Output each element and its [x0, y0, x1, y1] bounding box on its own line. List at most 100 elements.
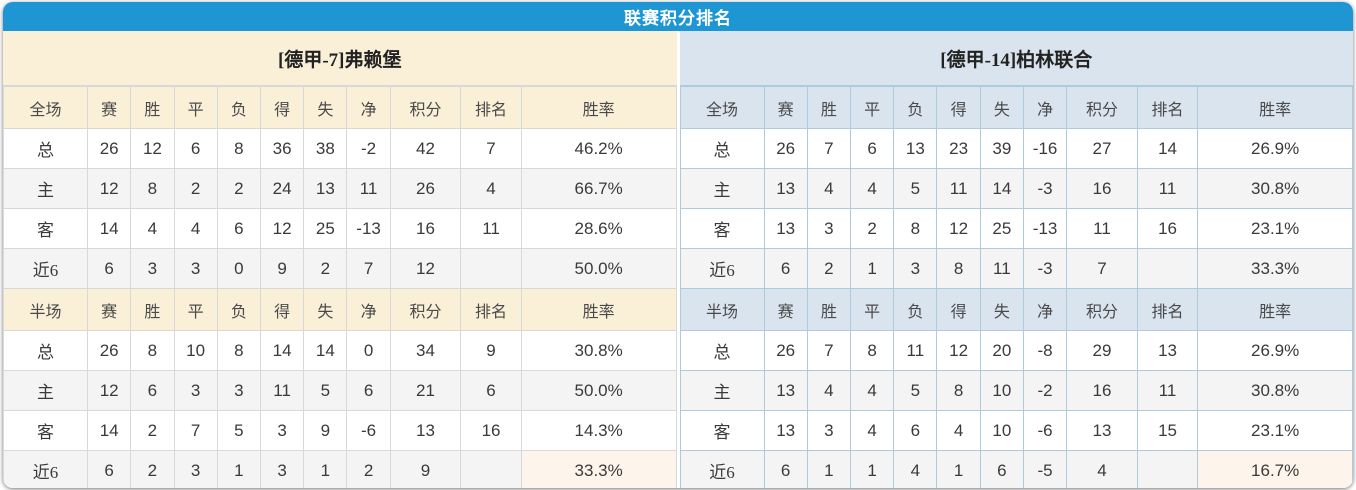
- team-panels: [德甲-7]弗赖堡 全场赛胜平负得失净积分 排名 胜率总 26 12 6 8 36 38 -2 42…: [3, 31, 1353, 488]
- stat-cell: 26: [763, 128, 808, 169]
- stat-cell: 4: [850, 370, 895, 411]
- column-header: 负: [216, 288, 261, 331]
- header-row-full: 全场赛胜平负得失净积分 排名 胜率: [3, 86, 677, 129]
- stat-cell: 11: [979, 248, 1024, 289]
- points-cell: 16: [1066, 370, 1138, 411]
- stat-cell: 5: [893, 168, 938, 209]
- win-rate-cell: 50.0%: [520, 248, 677, 289]
- win-rate-cell: 46.2%: [520, 128, 677, 169]
- stat-cell: 8: [130, 330, 175, 371]
- column-header: 赛: [87, 288, 132, 331]
- win-rate-cell: 26.9%: [1197, 128, 1353, 169]
- row-label-away: 客: [679, 208, 765, 249]
- column-header: 得: [259, 288, 305, 331]
- stat-cell: 8: [936, 248, 981, 289]
- stat-cell: 20: [979, 330, 1024, 371]
- stat-cell: 14: [87, 208, 132, 249]
- rank-cell: 16: [460, 410, 522, 451]
- stat-cell: 14: [259, 330, 305, 371]
- stat-cell: 1: [303, 450, 348, 488]
- win-rate-cell: 66.7%: [520, 168, 677, 209]
- stat-cell: 13: [303, 168, 348, 209]
- stat-cell: 14: [303, 330, 348, 371]
- column-header: 失: [979, 288, 1024, 331]
- stat-cell: 14: [979, 168, 1024, 209]
- stat-cell: 6: [173, 128, 218, 169]
- stat-cell: 1: [806, 450, 852, 488]
- stat-cell: 12: [87, 168, 132, 209]
- column-header: 平: [850, 86, 895, 129]
- stat-cell: -13: [346, 208, 391, 249]
- stat-cell: 9: [259, 248, 305, 289]
- stat-cell: -5: [1022, 450, 1068, 488]
- row-label-away: 客: [3, 208, 89, 249]
- column-header: 赛: [87, 86, 132, 129]
- stat-cell: 6: [979, 450, 1024, 488]
- column-header: 净: [346, 86, 391, 129]
- row-label-total: 总: [3, 330, 89, 371]
- row-label-total: 总: [679, 128, 765, 169]
- stat-cell: 4: [850, 168, 895, 209]
- stat-cell: 25: [303, 208, 348, 249]
- column-header: 净: [1022, 86, 1068, 129]
- row-label-total: 总: [679, 330, 765, 371]
- stats-table-left: 全场赛胜平负得失净积分 排名 胜率总 26 12 6 8 36 38 -2 42 7 46.2% 主 12 8…: [3, 86, 677, 488]
- stat-cell: 8: [130, 168, 175, 209]
- stat-cell: -8: [1022, 330, 1068, 371]
- stat-cell: 4: [850, 410, 895, 451]
- stat-cell: 23: [936, 128, 981, 169]
- stat-cell: 3: [216, 370, 261, 411]
- points-cell: 42: [389, 128, 462, 169]
- team-panel-right: [德甲-14]柏林联合 全场赛胜平负得失净积分 排名 胜率总 26 7 6 13 23 39 -1…: [679, 31, 1354, 488]
- stat-cell: 4: [806, 370, 852, 411]
- win-rate-cell: 30.8%: [520, 330, 677, 371]
- stat-cell: 3: [130, 248, 175, 289]
- win-rate-cell: 26.9%: [1197, 330, 1353, 371]
- stat-cell: 1: [216, 450, 261, 488]
- stats-table-right: 全场赛胜平负得失净积分 排名 胜率总 26 7 6 13 23 39 -16 27 14 26.9% 主 1…: [679, 86, 1354, 488]
- header-row-half: 半场赛胜平负得失净积分 排名 胜率: [3, 288, 677, 331]
- stat-cell: 26: [87, 330, 132, 371]
- rank-cell: [1136, 450, 1199, 488]
- table-row: 近6 6 2 1 3 8 11 -3 7 33.3%: [679, 248, 1353, 289]
- column-header-rank: 排名: [1136, 86, 1199, 129]
- table-row: 客 13 3 2 8 12 25 -13 11 16 23.1%: [679, 208, 1353, 249]
- row-label-home: 主: [3, 168, 89, 209]
- stat-cell: 8: [216, 330, 261, 371]
- points-cell: 4: [1066, 450, 1138, 488]
- points-cell: 12: [389, 248, 462, 289]
- rank-cell: 11: [460, 208, 522, 249]
- stat-cell: -16: [1022, 128, 1068, 169]
- win-rate-cell: 28.6%: [520, 208, 677, 249]
- stat-cell: 26: [763, 330, 808, 371]
- points-cell: 9: [389, 450, 462, 488]
- stat-cell: 1: [850, 450, 895, 488]
- column-header-points: 积分: [1066, 86, 1138, 129]
- stat-cell: 6: [763, 248, 808, 289]
- rank-cell: [460, 248, 522, 289]
- stat-cell: 7: [806, 128, 852, 169]
- table-row: 主 12 8 2 2 24 13 11 26 4 66.7%: [3, 168, 677, 209]
- stat-cell: 14: [87, 410, 132, 451]
- rank-cell: 6: [460, 370, 522, 411]
- column-header-winrate: 胜率: [1197, 86, 1353, 129]
- row-label-last6: 近6: [679, 248, 765, 289]
- points-cell: 13: [1066, 410, 1138, 451]
- stat-cell: 2: [303, 248, 348, 289]
- rank-cell: 13: [1136, 330, 1199, 371]
- team-panel-left: [德甲-7]弗赖堡 全场赛胜平负得失净积分 排名 胜率总 26 12 6 8 36 38 -2 42…: [3, 31, 677, 488]
- points-cell: 13: [389, 410, 462, 451]
- team-name-left: [德甲-7]弗赖堡: [3, 31, 677, 86]
- stat-cell: 7: [806, 330, 852, 371]
- rank-cell: 9: [460, 330, 522, 371]
- stat-cell: 4: [173, 208, 218, 249]
- stat-cell: 5: [216, 410, 261, 451]
- row-label-home: 主: [679, 168, 765, 209]
- rank-cell: 11: [1136, 370, 1199, 411]
- stat-cell: -6: [346, 410, 391, 451]
- stat-cell: 10: [173, 330, 218, 371]
- team-name-right: [德甲-14]柏林联合: [679, 31, 1353, 86]
- stat-cell: 2: [850, 208, 895, 249]
- table-row: 近6 6 1 1 4 1 6 -5 4 16.7%: [679, 450, 1353, 488]
- stat-cell: 6: [216, 208, 261, 249]
